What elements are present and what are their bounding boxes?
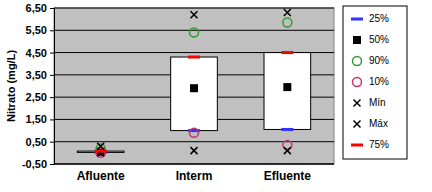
tick-label: 4,50 (26, 47, 47, 59)
chart: -0,50 0,50 1,50 2,50 3,50 4,50 5,50 6,50 Afluent… (0, 0, 432, 192)
legend-item: 25% (351, 13, 389, 24)
legend-label: Máx (369, 118, 388, 129)
marker-circle (353, 57, 362, 66)
tick-label: Afluente (77, 169, 125, 183)
plot-area (54, 8, 334, 164)
legend-item: 10% (353, 76, 390, 87)
marker-square (283, 83, 291, 91)
tick-label: 0,50 (26, 136, 47, 148)
grid-line (54, 164, 334, 165)
tick-mark (50, 8, 54, 9)
marker-x (354, 100, 361, 107)
tick: 1,50 (26, 113, 54, 125)
marker-x (284, 9, 291, 16)
tick: 0,50 (26, 136, 54, 148)
tick: Efluente (264, 169, 312, 183)
tick: 5,50 (26, 24, 54, 36)
grid-line (54, 30, 334, 31)
tick: 2,50 (26, 91, 54, 103)
y-axis-title: Nitrato (mg/L) (5, 50, 17, 122)
tick: Afluente (77, 169, 125, 183)
legend-item: 90% (353, 55, 390, 66)
legend-item: 50% (353, 34, 389, 45)
legend-item: 75% (351, 139, 389, 150)
tick: 3,50 (26, 69, 54, 81)
x-axis: Afluente Interm Efluente (54, 164, 334, 183)
grid (54, 8, 334, 164)
axis-line (54, 164, 334, 165)
tick-mark (50, 97, 54, 98)
legend: 25% 50% 90% 10% Mín Máx 75% (343, 6, 407, 159)
axis-line (50, 9, 55, 165)
legend-item: Mín (354, 97, 386, 108)
tick-label: 1,50 (26, 113, 47, 125)
grid-line (54, 52, 334, 53)
tick: -0,50 (22, 158, 54, 170)
box (171, 57, 218, 131)
marker-square (353, 36, 361, 44)
marker-circle (190, 128, 199, 137)
tick-mark (50, 75, 54, 76)
legend-label: Mín (369, 97, 386, 108)
legend-item: Máx (354, 118, 388, 129)
marker-dash (281, 51, 293, 54)
tick-label: Interm (176, 169, 213, 183)
tick-mark (50, 53, 54, 54)
grid-line (54, 141, 334, 142)
marker-circle (283, 18, 292, 27)
marker-dash (351, 144, 363, 147)
marker-dash (281, 128, 293, 131)
legend-label: 75% (369, 139, 389, 150)
marker-x (191, 11, 198, 18)
tick: 6,50 (26, 2, 54, 14)
marker-x (191, 147, 198, 154)
tick-label: 3,50 (26, 69, 47, 81)
legend-label: 90% (369, 55, 389, 66)
marker-x (97, 143, 104, 150)
tick-mark (50, 164, 54, 165)
tick-label: -0,50 (22, 158, 47, 170)
box (264, 53, 311, 130)
legend-label: 10% (369, 76, 389, 87)
tick-label: 2,50 (26, 91, 47, 103)
tick-label: Efluente (264, 169, 312, 183)
marker-circle (190, 28, 199, 37)
legend-box (343, 6, 407, 159)
marker-circle (353, 78, 362, 87)
tick: Interm (176, 169, 213, 183)
tick-label: 6,50 (26, 2, 47, 14)
y-axis: -0,50 0,50 1,50 2,50 3,50 4,50 5,50 6,50 (22, 2, 55, 170)
tick: 4,50 (26, 47, 54, 59)
legend-label: 25% (369, 13, 389, 24)
marker-x (284, 147, 291, 154)
marker-x (354, 121, 361, 128)
marker-dash (351, 18, 363, 21)
tick-label: 5,50 (26, 24, 47, 36)
marker-dash (188, 56, 200, 59)
tick-mark (50, 119, 54, 120)
marker-square (190, 84, 198, 92)
tick-mark (50, 142, 54, 143)
grid-line (54, 8, 334, 9)
marks (77, 9, 310, 157)
tick-mark (50, 30, 54, 31)
marker-dash (95, 150, 107, 153)
legend-label: 50% (369, 34, 389, 45)
